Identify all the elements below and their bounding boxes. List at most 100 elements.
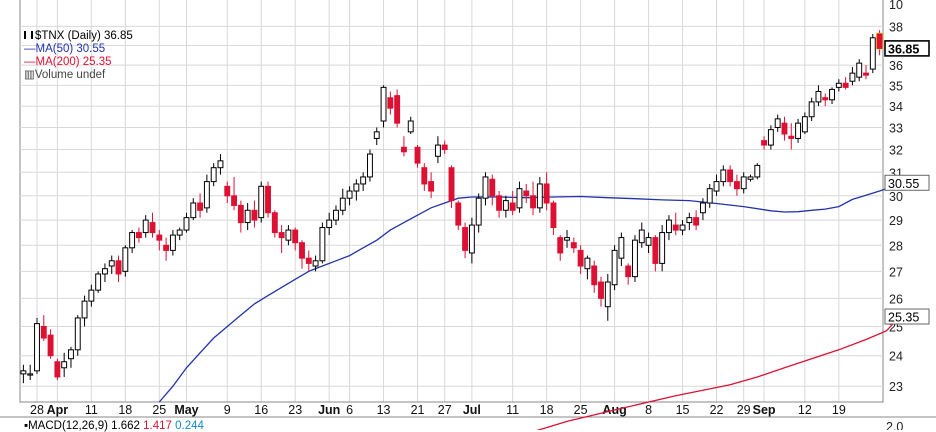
candle-body: [543, 183, 550, 204]
candle-body: [210, 167, 217, 183]
x-tick-label: 9: [224, 403, 231, 417]
candle-body: [869, 37, 876, 70]
candle-body: [747, 176, 754, 180]
candle: [95, 271, 102, 293]
candle: [61, 352, 68, 377]
candle-body: [434, 144, 441, 157]
candle: [115, 255, 122, 283]
legend-ma200: —MA(200) 25.35: [24, 56, 112, 68]
candle-body: [319, 227, 326, 262]
candle: [727, 165, 734, 187]
candle-body: [20, 370, 27, 375]
candle: [258, 181, 265, 223]
candle: [346, 186, 353, 206]
candle: [502, 195, 509, 218]
candle-body: [570, 242, 577, 249]
candle: [54, 358, 61, 381]
candle: [496, 191, 503, 218]
candle: [570, 237, 577, 253]
candle: [210, 163, 217, 187]
x-tick-label: 18: [118, 403, 132, 417]
candle-body: [414, 146, 421, 164]
candle-body: [217, 160, 224, 169]
last-value-box: [884, 174, 930, 191]
candle: [428, 172, 435, 199]
candle: [217, 154, 224, 175]
candle: [244, 203, 251, 231]
candle-body: [801, 116, 808, 133]
x-tick-label: 18: [540, 403, 554, 417]
candle-body: [108, 260, 115, 267]
candle-body: [795, 122, 802, 139]
candle-body: [849, 72, 856, 82]
candle: [326, 212, 333, 236]
candle-body: [421, 167, 428, 185]
candle-body: [394, 95, 401, 124]
candle-body: [686, 217, 693, 224]
candle: [278, 225, 285, 253]
candle-body: [353, 183, 360, 192]
x-tick-label: 11: [506, 403, 519, 417]
candle-body: [625, 265, 632, 278]
candle: [557, 235, 564, 261]
candle-body: [224, 185, 231, 197]
candle: [299, 240, 305, 269]
candle-body: [468, 224, 475, 254]
candle-body: [265, 185, 271, 214]
macd-value-2: 1.417: [143, 420, 172, 432]
candle: [767, 125, 774, 150]
candle-body: [808, 101, 815, 118]
candle: [842, 77, 849, 90]
candle-body: [326, 219, 333, 229]
x-tick-label: Jun: [318, 403, 340, 417]
candle: [815, 85, 822, 107]
candle-body: [142, 219, 149, 234]
candle-body: [169, 234, 176, 251]
candle-body: [835, 82, 842, 88]
candle: [34, 317, 40, 374]
x-tick-label: 21: [411, 403, 425, 417]
macd-value-3: 0.244: [175, 420, 204, 432]
x-tick-label: 8: [645, 403, 652, 417]
candle: [564, 230, 570, 248]
macd-axis-label: 2.0: [886, 420, 903, 430]
candle: [632, 235, 638, 283]
candle: [387, 91, 394, 115]
candle: [835, 79, 842, 92]
candle-body: [659, 232, 666, 264]
y-tick-label: 29: [889, 214, 903, 228]
candle: [176, 227, 183, 241]
candle-body: [441, 144, 448, 151]
candle-body: [516, 188, 523, 209]
candle: [788, 123, 795, 150]
macd-label: ▪MACD(12,26,9) 1.662 1.417 0.244: [24, 420, 204, 432]
candle: [271, 210, 278, 238]
candle: [149, 212, 156, 238]
candle: [747, 174, 754, 182]
macd-name: MACD(12,26,9): [28, 420, 108, 432]
candle-body: [400, 146, 407, 153]
last-value-box: [884, 308, 930, 325]
candle: [414, 145, 421, 168]
candle-body: [829, 88, 835, 101]
x-tick-label: 13: [377, 403, 391, 417]
candle-body: [842, 82, 849, 88]
candle: [611, 245, 618, 291]
candle-body: [367, 153, 373, 178]
ma200-line: [536, 316, 901, 430]
candle: [536, 176, 543, 213]
candle: [856, 59, 863, 82]
macd-square-icon: ▪: [24, 420, 29, 432]
last-value-label: 30.55: [888, 177, 919, 191]
y-tick-label: 34: [889, 100, 903, 114]
x-tick-label: 27: [438, 403, 452, 417]
candle: [353, 179, 360, 201]
candle-body: [448, 167, 455, 202]
candle: [448, 165, 455, 208]
candle: [577, 245, 584, 274]
candle-body: [428, 181, 435, 192]
candle-body: [482, 176, 489, 199]
candle-body: [699, 202, 706, 214]
candle: [781, 116, 788, 141]
